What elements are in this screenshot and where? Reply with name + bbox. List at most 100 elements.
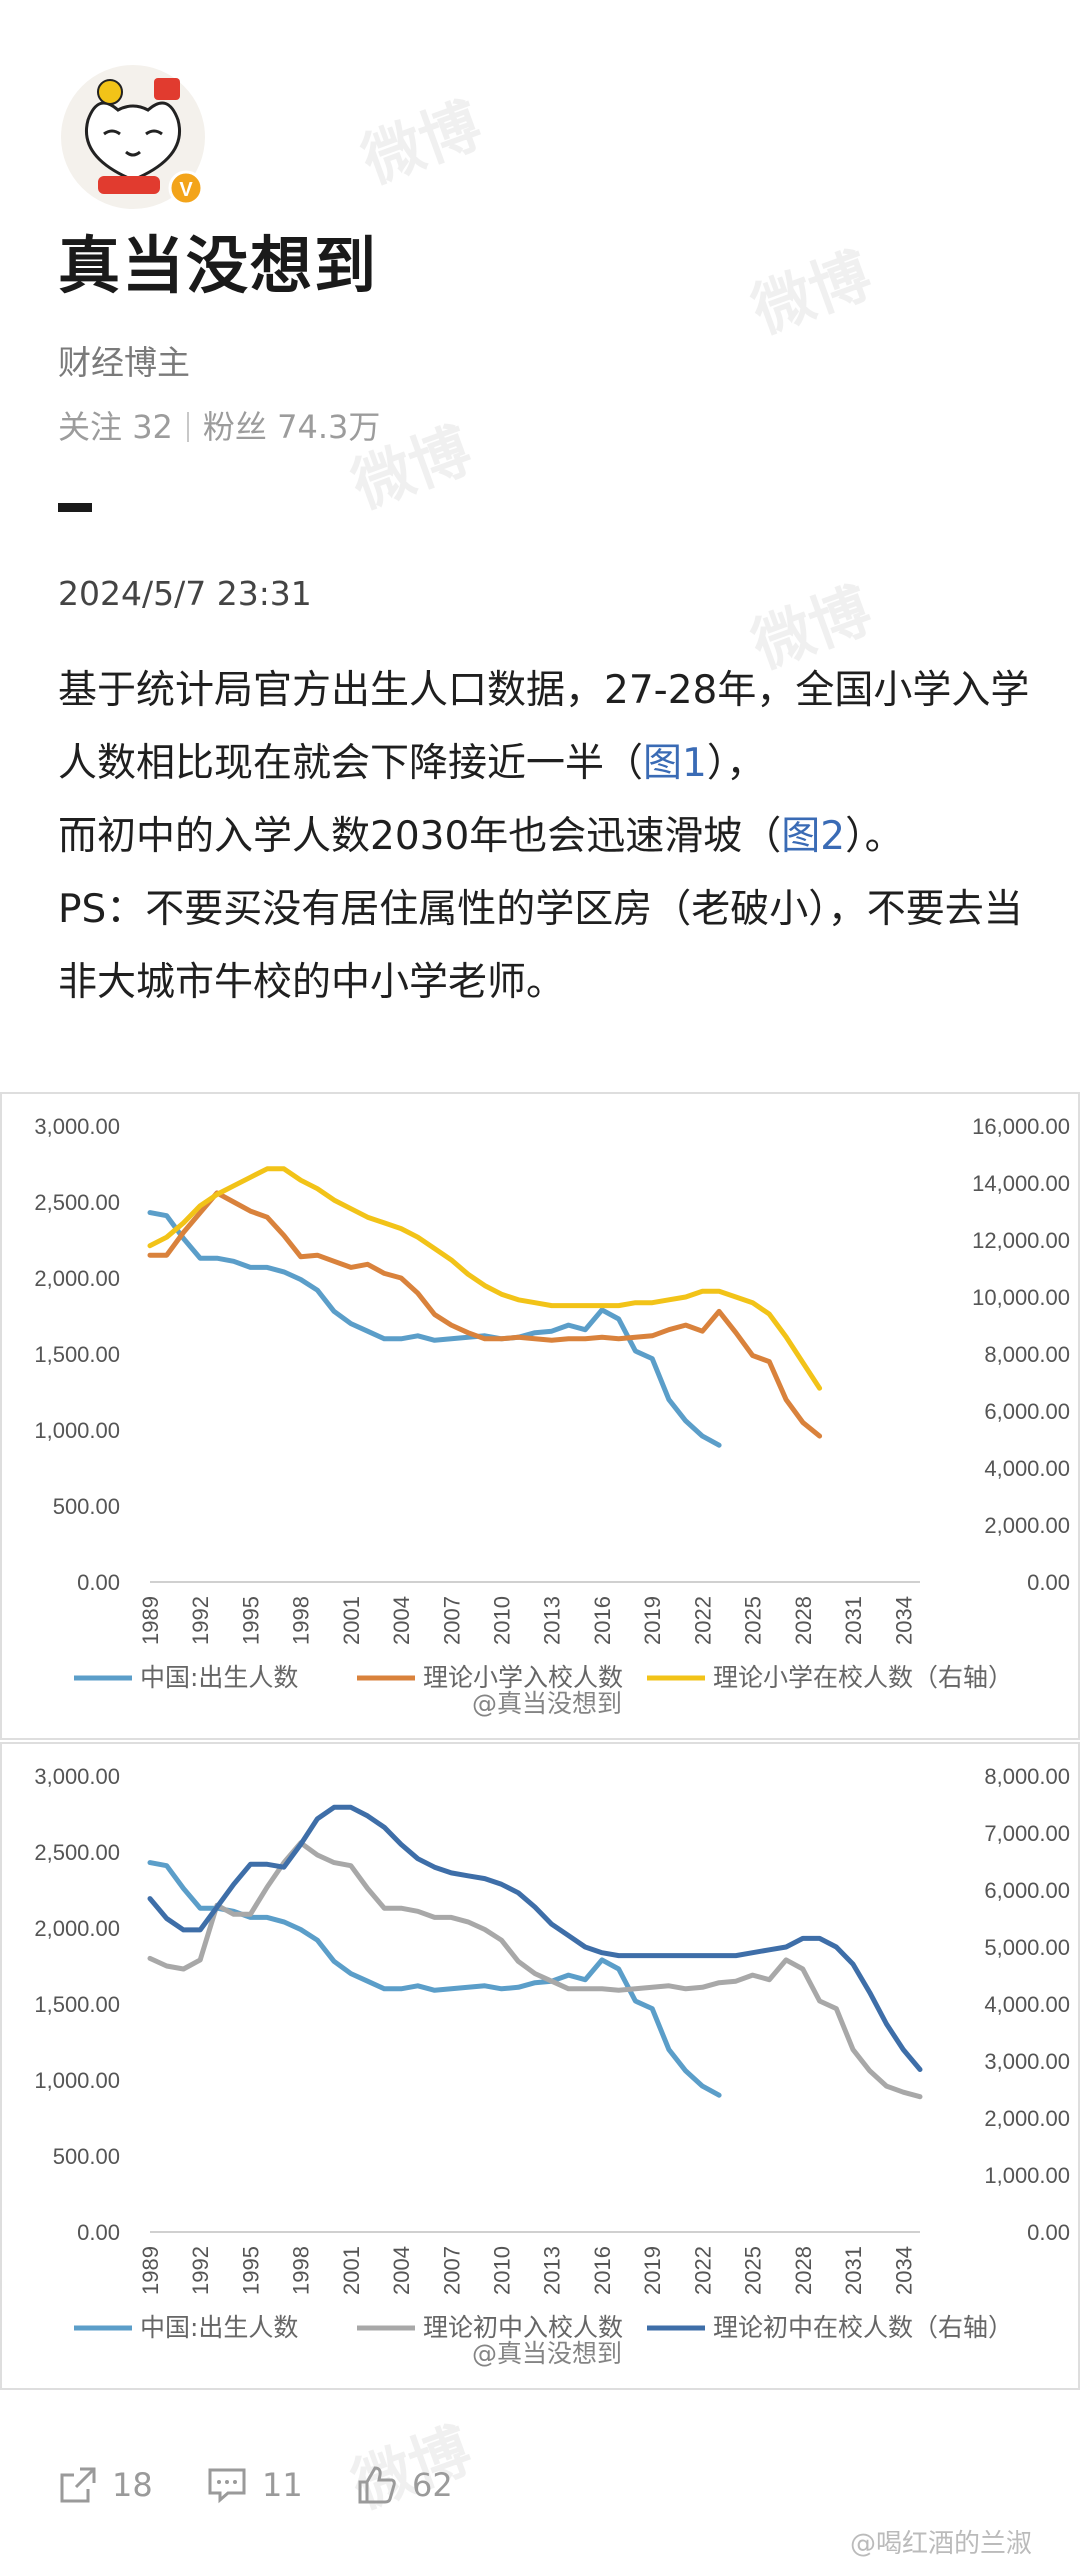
followers-count[interactable]: 74.3万 [277, 408, 381, 446]
post-paragraph: PS：不要买没有居住属性的学区房（老破小），不要去当非大城市牛校的中小学老师。 [58, 887, 1023, 1005]
y-left-tick-label: 3,000.00 [34, 1764, 120, 1789]
chart-figure-2[interactable]: 3,000.00 2,500.00 2,000.00 1,500.00 1,000.00… [0, 1742, 1080, 2390]
y-left-tick-label: 2,000.00 [34, 1266, 120, 1291]
legend-label: 理论初中入校人数 [423, 2313, 623, 2342]
author-role: 财经博主 [58, 343, 190, 382]
y-left-tick-label: 500.00 [53, 2144, 120, 2169]
x-tick-label: 1992 [188, 1596, 213, 1645]
image-credit-watermark: @喝红酒的兰淑 [850, 2529, 1033, 2559]
x-tick-label: 2025 [741, 2246, 766, 2295]
y-right-tick-label: 14,000.00 [972, 1171, 1070, 1196]
post-body: 基于统计局官方出生人口数据，27-28年，全国小学入学人数相比现在就会下降接近一… [58, 654, 1038, 1019]
y-right-tick-label: 12,000.00 [972, 1228, 1070, 1253]
chart-figure-1[interactable]: 3,000.00 2,500.00 2,000.00 1,500.00 1,000.00… [0, 1092, 1080, 1740]
y-right-tick-label: 4,000.00 [984, 1456, 1070, 1481]
x-tick-label: 2028 [791, 2246, 816, 2295]
x-tick-label: 2004 [389, 2246, 414, 2295]
x-tick-label: 2034 [891, 2246, 916, 2295]
y-left-tick-label: 0.00 [77, 2220, 120, 2245]
y-left-tick-label: 3,000.00 [34, 1114, 120, 1139]
like-button[interactable]: 62 [356, 2455, 453, 2515]
x-tick-label: 2007 [439, 2246, 464, 2295]
y-right-tick-label: 5,000.00 [984, 1935, 1070, 1960]
stats-divider [186, 412, 189, 442]
x-tick-label: 2004 [389, 1596, 414, 1645]
y-right-tick-label: 6,000.00 [984, 1878, 1070, 1903]
y-right-tick-label: 6,000.00 [984, 1399, 1070, 1424]
x-tick-label: 2034 [891, 1596, 916, 1645]
divider-dash [58, 503, 92, 512]
post-time: 2024/5/7 23:31 [58, 574, 312, 613]
y-right-tick-label: 2,000.00 [984, 1513, 1070, 1538]
x-tick-label: 2010 [490, 1596, 515, 1645]
x-tick-label: 2028 [791, 1596, 816, 1645]
y-left-tick-label: 1,000.00 [34, 2068, 120, 2093]
y-left-tick-label: 1,500.00 [34, 1992, 120, 2017]
y-right-tick-label: 0.00 [1027, 1570, 1070, 1595]
legend-label: 理论初中在校人数（右轴） [713, 2313, 1013, 2342]
y-right-tick-label: 10,000.00 [972, 1285, 1070, 1310]
y-right-tick-label: 8,000.00 [984, 1342, 1070, 1367]
following-count[interactable]: 32 [132, 408, 173, 446]
legend-label: 中国:出生人数 [140, 2313, 298, 2342]
author-stats: 关注 32 粉丝 74.3万 [58, 402, 380, 448]
x-tick-label: 2031 [841, 2246, 866, 2295]
y-left-tick-label: 500.00 [53, 1494, 120, 1519]
legend-label: 理论小学入校人数 [423, 1663, 623, 1692]
avatar[interactable]: V [58, 62, 208, 212]
x-tick-label: 1995 [238, 2246, 263, 2295]
x-tick-label: 1992 [188, 2246, 213, 2295]
x-tick-label: 1989 [138, 1596, 163, 1645]
x-tick-label: 2013 [540, 2246, 565, 2295]
y-right-tick-label: 2,000.00 [984, 2106, 1070, 2131]
series-line-middle_school [147, 1804, 923, 2072]
y-right-tick-label: 3,000.00 [984, 2049, 1070, 2074]
x-tick-label: 1998 [289, 2246, 314, 2295]
x-tick-label: 2022 [690, 2246, 715, 2295]
y-right-tick-label: 1,000.00 [984, 2163, 1070, 2188]
y-left-tick-label: 2,500.00 [34, 1840, 120, 1865]
author-name[interactable]: 真当没想到 [58, 229, 379, 302]
chart-1-svg: 3,000.00 2,500.00 2,000.00 1,500.00 1,000.00… [34, 1114, 1070, 1718]
y-right-tick-label: 7,000.00 [984, 1821, 1070, 1846]
figure-link-2[interactable]: 图2 [781, 814, 846, 859]
chart-2-svg: 3,000.00 2,500.00 2,000.00 1,500.00 1,000.00… [34, 1764, 1070, 2368]
x-tick-label: 2013 [540, 1596, 565, 1645]
series-line-primary_school [147, 1166, 823, 1391]
post-paragraph: 而初中的入学人数2030年也会迅速滑坡（图2）。 [58, 814, 904, 859]
figure-link-1[interactable]: 图1 [643, 741, 707, 786]
x-tick-label: 1989 [138, 2246, 163, 2295]
share-button[interactable]: 18 [58, 2455, 153, 2515]
y-left-tick-label: 2,500.00 [34, 1190, 120, 1215]
y-left-tick-label: 2,000.00 [34, 1916, 120, 1941]
comment-button[interactable]: 11 [206, 2455, 303, 2515]
like-count: 62 [412, 2466, 453, 2504]
x-tick-label: 2025 [741, 1596, 766, 1645]
x-tick-label: 2019 [640, 2246, 665, 2295]
x-tick-label: 2001 [339, 2246, 364, 2295]
series-line-primary_enroll [147, 1190, 823, 1439]
image-watermark: @真当没想到 [472, 2339, 622, 2368]
x-tick-label: 2010 [490, 2246, 515, 2295]
x-tick-label: 1998 [289, 1596, 314, 1645]
x-tick-label: 2007 [439, 1596, 464, 1645]
legend-label: 理论小学在校人数（右轴） [713, 1663, 1013, 1692]
y-right-tick-label: 4,000.00 [984, 1992, 1070, 2017]
watermark: 微博 [743, 240, 881, 348]
x-tick-label: 2016 [590, 1596, 615, 1645]
comment-icon [208, 2468, 246, 2504]
legend-label: 中国:出生人数 [140, 1663, 298, 1692]
x-tick-label: 2019 [640, 1596, 665, 1645]
y-left-tick-label: 1,500.00 [34, 1342, 120, 1367]
series-line-birth [147, 1210, 722, 1448]
share-icon [60, 2467, 96, 2503]
series-line-birth [147, 1860, 722, 2098]
comment-count: 11 [262, 2466, 303, 2504]
thumbs-up-icon [358, 2466, 396, 2504]
y-right-tick-label: 16,000.00 [972, 1114, 1070, 1139]
post-paragraph: 基于统计局官方出生人口数据，27-28年，全国小学入学人数相比现在就会下降接近一… [58, 668, 1030, 786]
x-tick-label: 2016 [590, 2246, 615, 2295]
followers-label: 粉丝 [202, 408, 267, 446]
y-right-tick-label: 0.00 [1027, 2220, 1070, 2245]
series-line-middle_enroll [147, 1840, 923, 2100]
